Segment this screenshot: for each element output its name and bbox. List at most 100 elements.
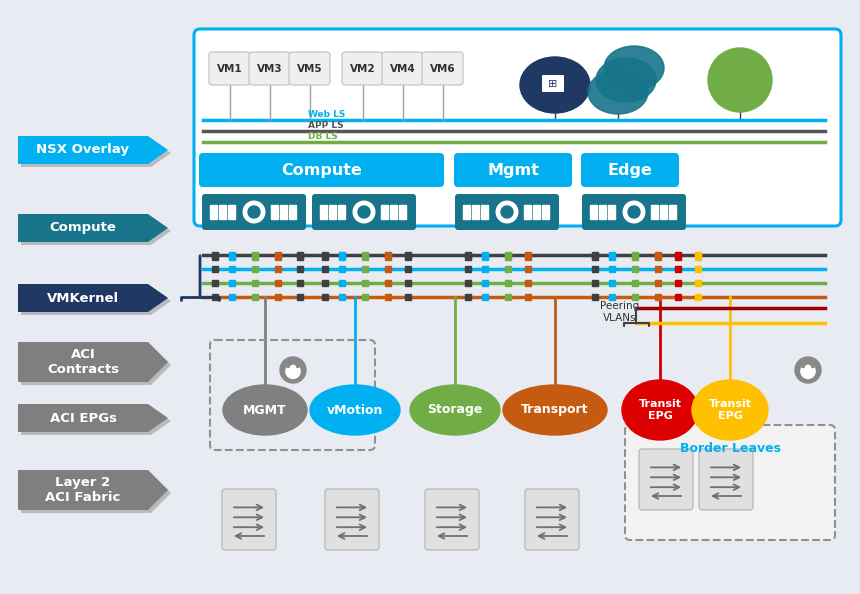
FancyBboxPatch shape (202, 194, 306, 230)
Text: VM5: VM5 (297, 64, 322, 74)
Polygon shape (18, 470, 168, 510)
Bar (592, 266, 598, 272)
Text: Compute: Compute (281, 163, 362, 178)
Bar (362, 252, 368, 258)
Ellipse shape (223, 385, 307, 435)
Bar (632, 253, 638, 260)
Bar (590, 206, 597, 219)
Bar (505, 294, 511, 300)
Bar (362, 253, 368, 260)
Bar (655, 280, 661, 286)
Text: Mgmt: Mgmt (487, 163, 539, 178)
Bar (339, 294, 345, 300)
Bar (405, 294, 411, 300)
Bar (599, 206, 606, 219)
FancyBboxPatch shape (209, 52, 250, 85)
Bar (219, 206, 226, 219)
Bar (463, 206, 470, 219)
Text: VM6: VM6 (430, 64, 455, 74)
Ellipse shape (520, 57, 590, 113)
Bar (385, 294, 391, 300)
Bar (675, 266, 681, 272)
FancyBboxPatch shape (342, 52, 383, 85)
Bar (525, 280, 531, 286)
Circle shape (280, 357, 306, 383)
Text: VM2: VM2 (350, 64, 375, 74)
Bar (695, 280, 701, 286)
Text: Transit
EPG: Transit EPG (709, 399, 752, 421)
Bar (229, 266, 235, 272)
Bar (362, 266, 368, 272)
Polygon shape (21, 217, 171, 245)
Bar (252, 280, 258, 286)
Bar (533, 206, 540, 219)
Bar (381, 206, 388, 219)
Bar (297, 266, 303, 272)
Polygon shape (18, 284, 168, 312)
FancyBboxPatch shape (582, 194, 686, 230)
Bar (655, 252, 661, 258)
Bar (542, 206, 549, 219)
Bar (592, 280, 598, 286)
Bar (322, 294, 328, 300)
Bar (322, 280, 328, 286)
Bar (609, 266, 615, 272)
Bar (362, 294, 368, 300)
FancyBboxPatch shape (699, 449, 753, 510)
Bar (525, 266, 531, 272)
FancyBboxPatch shape (454, 153, 572, 187)
Text: VM4: VM4 (390, 64, 415, 74)
Bar (297, 253, 303, 260)
Text: Compute: Compute (50, 222, 116, 235)
Bar (651, 206, 658, 219)
Ellipse shape (596, 58, 656, 102)
Bar (390, 206, 397, 219)
Text: Peering
VLANs: Peering VLANs (600, 301, 639, 323)
Bar (338, 206, 345, 219)
Bar (695, 266, 701, 272)
FancyBboxPatch shape (199, 153, 444, 187)
Bar (609, 252, 615, 258)
Bar (609, 253, 615, 260)
Bar (465, 280, 471, 286)
Text: Edge: Edge (607, 163, 653, 178)
Polygon shape (18, 214, 168, 242)
Bar (609, 294, 615, 300)
Text: VM3: VM3 (256, 64, 282, 74)
Bar (608, 206, 615, 219)
Bar (229, 252, 235, 258)
Circle shape (624, 201, 645, 223)
Bar (275, 266, 281, 272)
Text: NSX Overlay: NSX Overlay (36, 144, 130, 156)
Bar (212, 252, 218, 258)
Bar (655, 266, 661, 272)
Bar (482, 253, 488, 260)
Bar (252, 253, 258, 260)
Bar (275, 252, 281, 258)
FancyBboxPatch shape (312, 194, 416, 230)
Bar (339, 280, 345, 286)
Bar (482, 280, 488, 286)
Ellipse shape (410, 385, 500, 435)
Bar (228, 206, 235, 219)
Bar (297, 294, 303, 300)
Bar (322, 253, 328, 260)
Bar (592, 252, 598, 258)
Bar (275, 294, 281, 300)
Bar (229, 253, 235, 260)
Bar (465, 266, 471, 272)
FancyBboxPatch shape (382, 52, 423, 85)
Ellipse shape (588, 70, 648, 114)
Text: APP LS: APP LS (308, 121, 344, 130)
Text: Layer 2
ACI Fabric: Layer 2 ACI Fabric (46, 476, 120, 504)
Text: Transport: Transport (521, 403, 589, 416)
Bar (385, 253, 391, 260)
Text: DB LS: DB LS (308, 132, 338, 141)
Bar (481, 206, 488, 219)
Bar (322, 252, 328, 258)
Ellipse shape (708, 48, 772, 112)
Polygon shape (21, 139, 171, 167)
Bar (695, 253, 701, 260)
Text: Web LS: Web LS (308, 110, 346, 119)
Bar (675, 253, 681, 260)
